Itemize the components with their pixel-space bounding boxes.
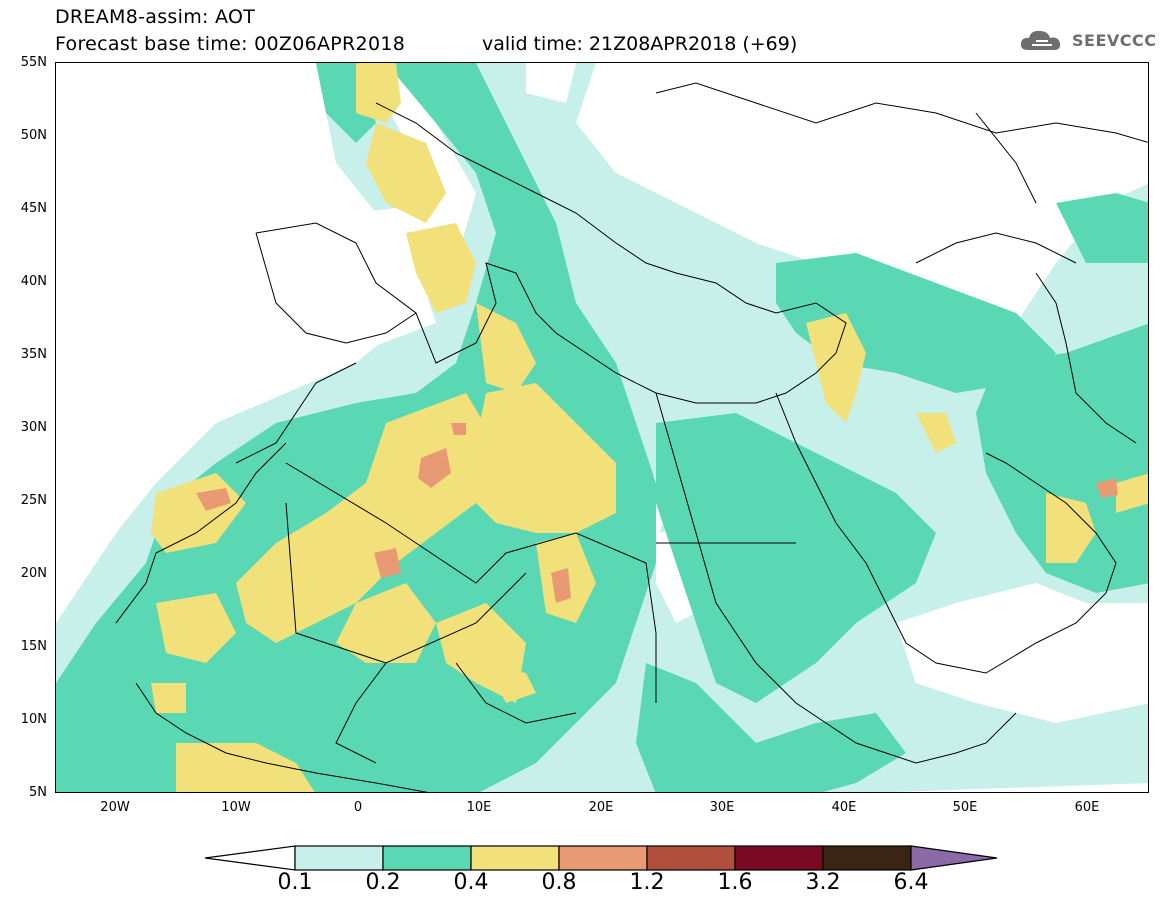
lat-label-25n: 25N	[20, 493, 47, 508]
colorbar-over-triangle	[910, 845, 998, 871]
colorbar-bin-3.2-6.4	[822, 845, 912, 871]
colorbar-label-3.2: 3.2	[805, 870, 841, 895]
colorbar-label-0.2: 0.2	[365, 870, 401, 895]
lon-label-20e: 20E	[588, 800, 614, 815]
lon-label-50e: 50E	[952, 800, 978, 815]
lon-label-60e: 60E	[1074, 800, 1100, 815]
lat-label-45n: 45N	[20, 201, 47, 216]
lon-label-10w: 10W	[221, 800, 251, 815]
seevccc-logo: SEEVCCC	[1018, 26, 1157, 54]
lon-label-40e: 40E	[831, 800, 857, 815]
colorbar-label-0.1: 0.1	[277, 870, 313, 895]
colorbar-bin-1.2-1.6	[646, 845, 736, 871]
lat-label-10n: 10N	[20, 712, 47, 727]
colorbar-bin-1.6-3.2	[734, 845, 824, 871]
lat-label-55n: 55N	[20, 55, 47, 70]
lon-label-30e: 30E	[709, 800, 735, 815]
lat-label-30n: 30N	[20, 420, 47, 435]
cloud-icon	[1020, 30, 1061, 50]
colorbar-bin-0.1-0.2	[294, 845, 384, 871]
aot-band-0.8-1.2	[196, 423, 1118, 603]
lon-label-0: 0	[353, 800, 363, 815]
map-title: DREAM8-assim: AOT	[55, 6, 256, 28]
colorbar-bin-0.4-0.8	[470, 845, 560, 871]
lat-label-5n: 5N	[29, 785, 47, 800]
colorbar-bin-0.2-0.4	[382, 845, 472, 871]
colorbar-label-6.4: 6.4	[893, 870, 929, 895]
lat-label-35n: 35N	[20, 347, 47, 362]
colorbar-bin-0.8-1.2	[558, 845, 648, 871]
forecast-base-time: Forecast base time: 00Z06APR2018	[55, 33, 406, 55]
aot-band-0.4-0.8	[151, 63, 1148, 792]
coastlines-borders	[115, 82, 1148, 792]
lat-label-15n: 15N	[20, 639, 47, 654]
aot-map	[55, 62, 1149, 793]
lat-label-20n: 20N	[20, 566, 47, 581]
colorbar-label-0.4: 0.4	[453, 870, 489, 895]
colorbar-under-triangle	[205, 845, 296, 871]
colorbar-label-1.2: 1.2	[629, 870, 665, 895]
valid-time: valid time: 21Z08APR2018 (+69)	[482, 33, 798, 55]
aot-field	[56, 63, 1148, 792]
colorbar	[205, 845, 998, 871]
lon-label-20w: 20W	[100, 800, 130, 815]
logo-text: SEEVCCC	[1072, 30, 1157, 50]
lat-label-40n: 40N	[20, 274, 47, 289]
colorbar-label-1.6: 1.6	[717, 870, 753, 895]
lat-label-50n: 50N	[20, 128, 47, 143]
lon-label-10e: 10E	[466, 800, 492, 815]
colorbar-label-0.8: 0.8	[541, 870, 577, 895]
